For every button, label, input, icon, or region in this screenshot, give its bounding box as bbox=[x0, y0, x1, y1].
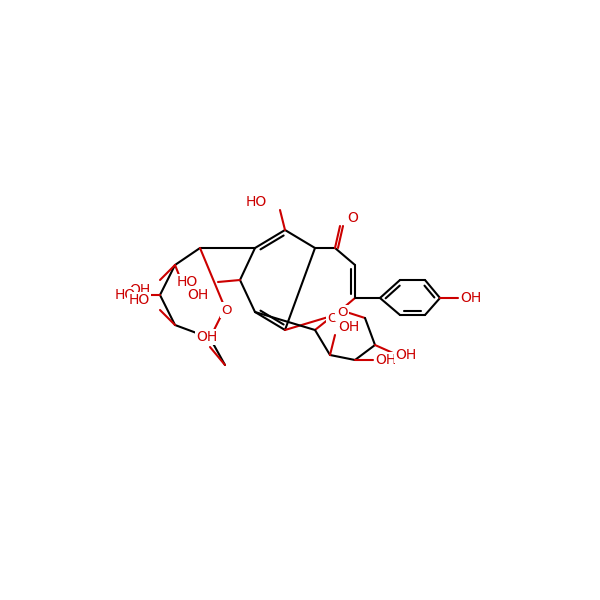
Text: OH: OH bbox=[460, 291, 481, 305]
Text: OH: OH bbox=[129, 283, 150, 297]
Text: HO: HO bbox=[177, 275, 198, 289]
Text: OH: OH bbox=[395, 348, 416, 362]
Text: O: O bbox=[222, 304, 232, 317]
Text: O: O bbox=[347, 211, 358, 225]
Text: O: O bbox=[328, 311, 338, 325]
Text: O: O bbox=[337, 307, 347, 319]
Text: HO: HO bbox=[129, 293, 150, 307]
Text: OH: OH bbox=[338, 320, 359, 334]
Text: OH: OH bbox=[187, 288, 208, 302]
Text: HO: HO bbox=[115, 288, 136, 302]
Text: HO: HO bbox=[246, 195, 267, 209]
Text: OH: OH bbox=[196, 330, 218, 344]
Text: OH: OH bbox=[375, 353, 396, 367]
